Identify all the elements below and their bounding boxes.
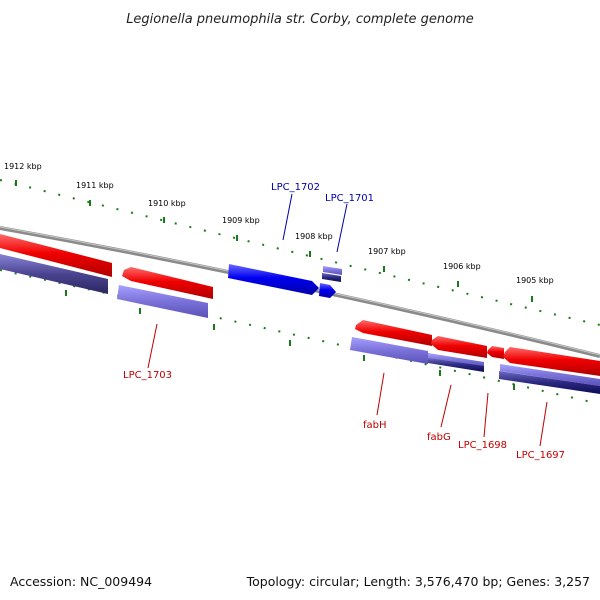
accession-text: Accession: NC_009494 xyxy=(10,574,152,589)
cds-feature-lpc-1702[interactable] xyxy=(228,264,319,295)
gene-label-lpc-1703[interactable]: LPC_1703 xyxy=(123,370,172,381)
cds-feature[interactable] xyxy=(428,353,484,367)
cds-feature[interactable] xyxy=(122,267,213,299)
tick-label: 1905 kbp xyxy=(516,276,554,285)
gene-labels: LPC_1702 LPC_1701 LPC_1703 fabH fabG LPC… xyxy=(123,182,565,461)
genome-summary-text: Topology: circular; Length: 3,576,470 bp… xyxy=(246,574,590,589)
gene-label-fabg[interactable]: fabG xyxy=(427,432,451,443)
cds-feature[interactable] xyxy=(431,336,487,358)
cds-feature[interactable] xyxy=(487,346,504,359)
cds-feature[interactable] xyxy=(117,285,208,318)
tick-label: 1909 kbp xyxy=(222,216,260,225)
cds-feature[interactable] xyxy=(355,320,432,346)
tick-label: 1911 kbp xyxy=(76,181,114,190)
scale-tick-labels: 1912 kbp 1911 kbp 1910 kbp 1909 kbp 1908… xyxy=(4,162,554,285)
cds-feature[interactable] xyxy=(500,364,600,386)
cds-feature[interactable] xyxy=(322,273,341,282)
gene-label-fabh[interactable]: fabH xyxy=(363,420,387,431)
cds-feature[interactable] xyxy=(323,266,342,275)
reverse-strand-features xyxy=(0,254,600,394)
gene-label-lpc-1698[interactable]: LPC_1698 xyxy=(458,440,507,451)
gene-label-lpc-1701[interactable]: LPC_1701 xyxy=(325,193,374,204)
highlight-features xyxy=(228,264,342,298)
cds-feature[interactable] xyxy=(428,358,484,372)
map-title: Legionella pneumophila str. Corby, compl… xyxy=(126,12,474,27)
label-leaders xyxy=(147,193,548,447)
cds-feature[interactable] xyxy=(0,234,112,277)
cds-feature[interactable] xyxy=(0,254,108,294)
tick-label: 1912 kbp xyxy=(4,162,42,171)
tick-label: 1908 kbp xyxy=(295,232,333,241)
gene-label-lpc-1702[interactable]: LPC_1702 xyxy=(271,182,320,193)
cds-feature[interactable] xyxy=(503,347,600,376)
cds-feature[interactable] xyxy=(350,337,428,364)
tick-label: 1910 kbp xyxy=(148,199,186,208)
scale-major-ticks xyxy=(15,180,533,302)
cds-feature[interactable] xyxy=(499,371,600,394)
gene-label-lpc-1697[interactable]: LPC_1697 xyxy=(516,450,565,461)
inner-major-ticks xyxy=(65,290,515,390)
tick-label: 1906 kbp xyxy=(443,262,481,271)
tick-label: 1907 kbp xyxy=(368,247,406,256)
cds-feature-lpc-1701[interactable] xyxy=(319,283,336,298)
forward-strand-features xyxy=(0,234,600,376)
